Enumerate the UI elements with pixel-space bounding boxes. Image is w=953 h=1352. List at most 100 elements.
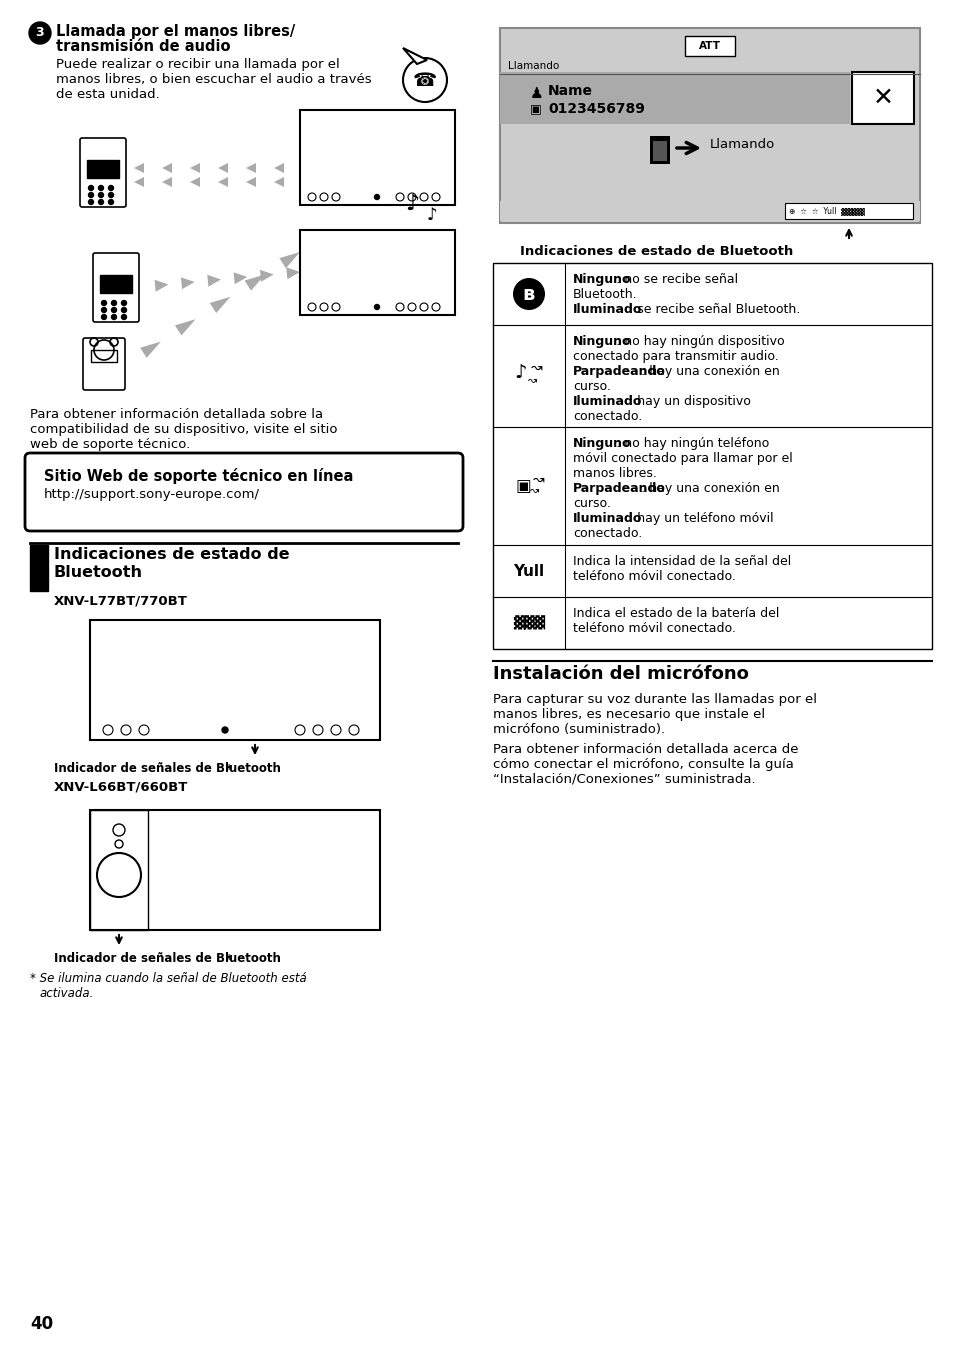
- FancyBboxPatch shape: [90, 621, 379, 740]
- Circle shape: [98, 192, 103, 197]
- Text: móvil conectado para llamar por el: móvil conectado para llamar por el: [573, 452, 792, 465]
- Bar: [91, 350, 117, 362]
- Polygon shape: [274, 177, 284, 187]
- Text: ♪: ♪: [515, 364, 527, 383]
- Text: Indicaciones de estado de: Indicaciones de estado de: [54, 548, 290, 562]
- Text: ▣: ▣: [515, 477, 530, 495]
- Text: ⊕  ☆  ☆  Yull  ▓▓▓▓: ⊕ ☆ ☆ Yull ▓▓▓▓: [788, 207, 863, 215]
- Text: Bluetooth: Bluetooth: [54, 565, 143, 580]
- FancyBboxPatch shape: [83, 338, 125, 389]
- Circle shape: [101, 307, 107, 312]
- Text: manos libres.: manos libres.: [573, 466, 657, 480]
- FancyBboxPatch shape: [299, 230, 455, 315]
- Polygon shape: [190, 164, 200, 173]
- Text: Indicador de señales de Bluetooth: Indicador de señales de Bluetooth: [54, 952, 280, 965]
- Text: * Se ilumina cuando la señal de Bluetooth está: * Se ilumina cuando la señal de Bluetoot…: [30, 972, 307, 986]
- Text: Indicaciones de estado de Bluetooth: Indicaciones de estado de Bluetooth: [519, 245, 792, 258]
- Text: conectado.: conectado.: [573, 410, 641, 423]
- Circle shape: [109, 192, 113, 197]
- Text: conectado.: conectado.: [573, 527, 641, 539]
- Circle shape: [121, 315, 127, 319]
- Text: ▓▓▓: ▓▓▓: [513, 617, 544, 630]
- Text: manos libres, es necesario que instale el: manos libres, es necesario que instale e…: [493, 708, 764, 721]
- Circle shape: [121, 300, 127, 306]
- Text: micrófono (suministrado).: micrófono (suministrado).: [493, 723, 664, 735]
- Text: : no se recibe señal: : no se recibe señal: [616, 273, 738, 287]
- Bar: [649, 137, 669, 164]
- Text: Para obtener información detallada sobre la: Para obtener información detallada sobre…: [30, 408, 323, 420]
- Circle shape: [112, 300, 116, 306]
- Text: “Instalación/Conexiones” suministrada.: “Instalación/Conexiones” suministrada.: [493, 773, 755, 786]
- Text: manos libres, o bien escuchar el audio a través: manos libres, o bien escuchar el audio a…: [56, 73, 372, 87]
- Bar: [100, 274, 132, 293]
- Bar: [784, 203, 912, 219]
- Polygon shape: [244, 274, 265, 291]
- Text: ATT: ATT: [699, 41, 720, 51]
- Text: *: *: [225, 953, 232, 965]
- Text: ↝: ↝: [530, 485, 539, 495]
- Polygon shape: [402, 49, 427, 64]
- Polygon shape: [286, 268, 299, 280]
- Polygon shape: [190, 177, 200, 187]
- Circle shape: [101, 315, 107, 319]
- Circle shape: [98, 185, 103, 191]
- Text: Iluminado: Iluminado: [573, 395, 641, 408]
- Circle shape: [109, 185, 113, 191]
- Text: ☎: ☎: [413, 70, 436, 89]
- Circle shape: [89, 185, 93, 191]
- Circle shape: [98, 200, 103, 204]
- Text: : no hay ningún teléfono: : no hay ningún teléfono: [616, 437, 769, 450]
- Text: XNV-L77BT/770BT: XNV-L77BT/770BT: [54, 595, 188, 608]
- Polygon shape: [133, 177, 144, 187]
- Polygon shape: [233, 272, 247, 284]
- Text: teléfono móvil conectado.: teléfono móvil conectado.: [573, 622, 735, 635]
- Text: Yull: Yull: [513, 564, 544, 579]
- Bar: [499, 72, 849, 124]
- Circle shape: [89, 200, 93, 204]
- Text: *: *: [225, 763, 232, 776]
- Text: transmisión de audio: transmisión de audio: [56, 39, 231, 54]
- Text: Indicador de señales de Bluetooth: Indicador de señales de Bluetooth: [54, 763, 280, 775]
- Polygon shape: [174, 319, 195, 335]
- Circle shape: [222, 727, 228, 733]
- Polygon shape: [218, 164, 228, 173]
- Text: Bluetooth.: Bluetooth.: [573, 288, 637, 301]
- Text: 3: 3: [35, 27, 44, 39]
- Bar: [493, 264, 931, 649]
- Text: XNV-L66BT/660BT: XNV-L66BT/660BT: [54, 780, 188, 794]
- Bar: [87, 160, 119, 178]
- Text: Para obtener información detallada acerca de: Para obtener información detallada acerc…: [493, 744, 798, 756]
- Text: Llamando: Llamando: [507, 61, 558, 72]
- Text: : se recibe señal Bluetooth.: : se recibe señal Bluetooth.: [628, 303, 800, 316]
- Text: compatibilidad de su dispositivo, visite el sitio: compatibilidad de su dispositivo, visite…: [30, 423, 337, 435]
- Text: cómo conectar el micrófono, consulte la guía: cómo conectar el micrófono, consulte la …: [493, 758, 793, 771]
- Bar: [851, 72, 913, 124]
- Polygon shape: [279, 251, 299, 268]
- Polygon shape: [154, 280, 168, 292]
- Text: Ninguno: Ninguno: [573, 273, 631, 287]
- Text: Llamando: Llamando: [709, 138, 775, 151]
- Circle shape: [375, 195, 379, 200]
- Text: Parpadeando: Parpadeando: [573, 365, 665, 379]
- Circle shape: [375, 304, 379, 310]
- Bar: [652, 141, 666, 161]
- Circle shape: [121, 307, 127, 312]
- Text: Iluminado: Iluminado: [573, 303, 641, 316]
- Circle shape: [112, 315, 116, 319]
- Text: Puede realizar o recibir una llamada por el: Puede realizar o recibir una llamada por…: [56, 58, 339, 72]
- Text: Sitio Web de soporte técnico en línea: Sitio Web de soporte técnico en línea: [44, 468, 353, 484]
- Polygon shape: [274, 164, 284, 173]
- Text: ♪: ♪: [427, 206, 437, 224]
- FancyBboxPatch shape: [299, 110, 455, 206]
- FancyBboxPatch shape: [92, 253, 139, 322]
- Text: ✕: ✕: [872, 87, 893, 110]
- Polygon shape: [246, 164, 255, 173]
- Circle shape: [112, 307, 116, 312]
- Circle shape: [101, 300, 107, 306]
- Text: web de soporte técnico.: web de soporte técnico.: [30, 438, 190, 452]
- Text: Instalación del micrófono: Instalación del micrófono: [493, 665, 748, 683]
- Polygon shape: [140, 342, 161, 358]
- Text: Indica la intensidad de la señal del: Indica la intensidad de la señal del: [573, 556, 790, 568]
- Text: teléfono móvil conectado.: teléfono móvil conectado.: [573, 571, 735, 583]
- Text: ▣: ▣: [530, 101, 541, 115]
